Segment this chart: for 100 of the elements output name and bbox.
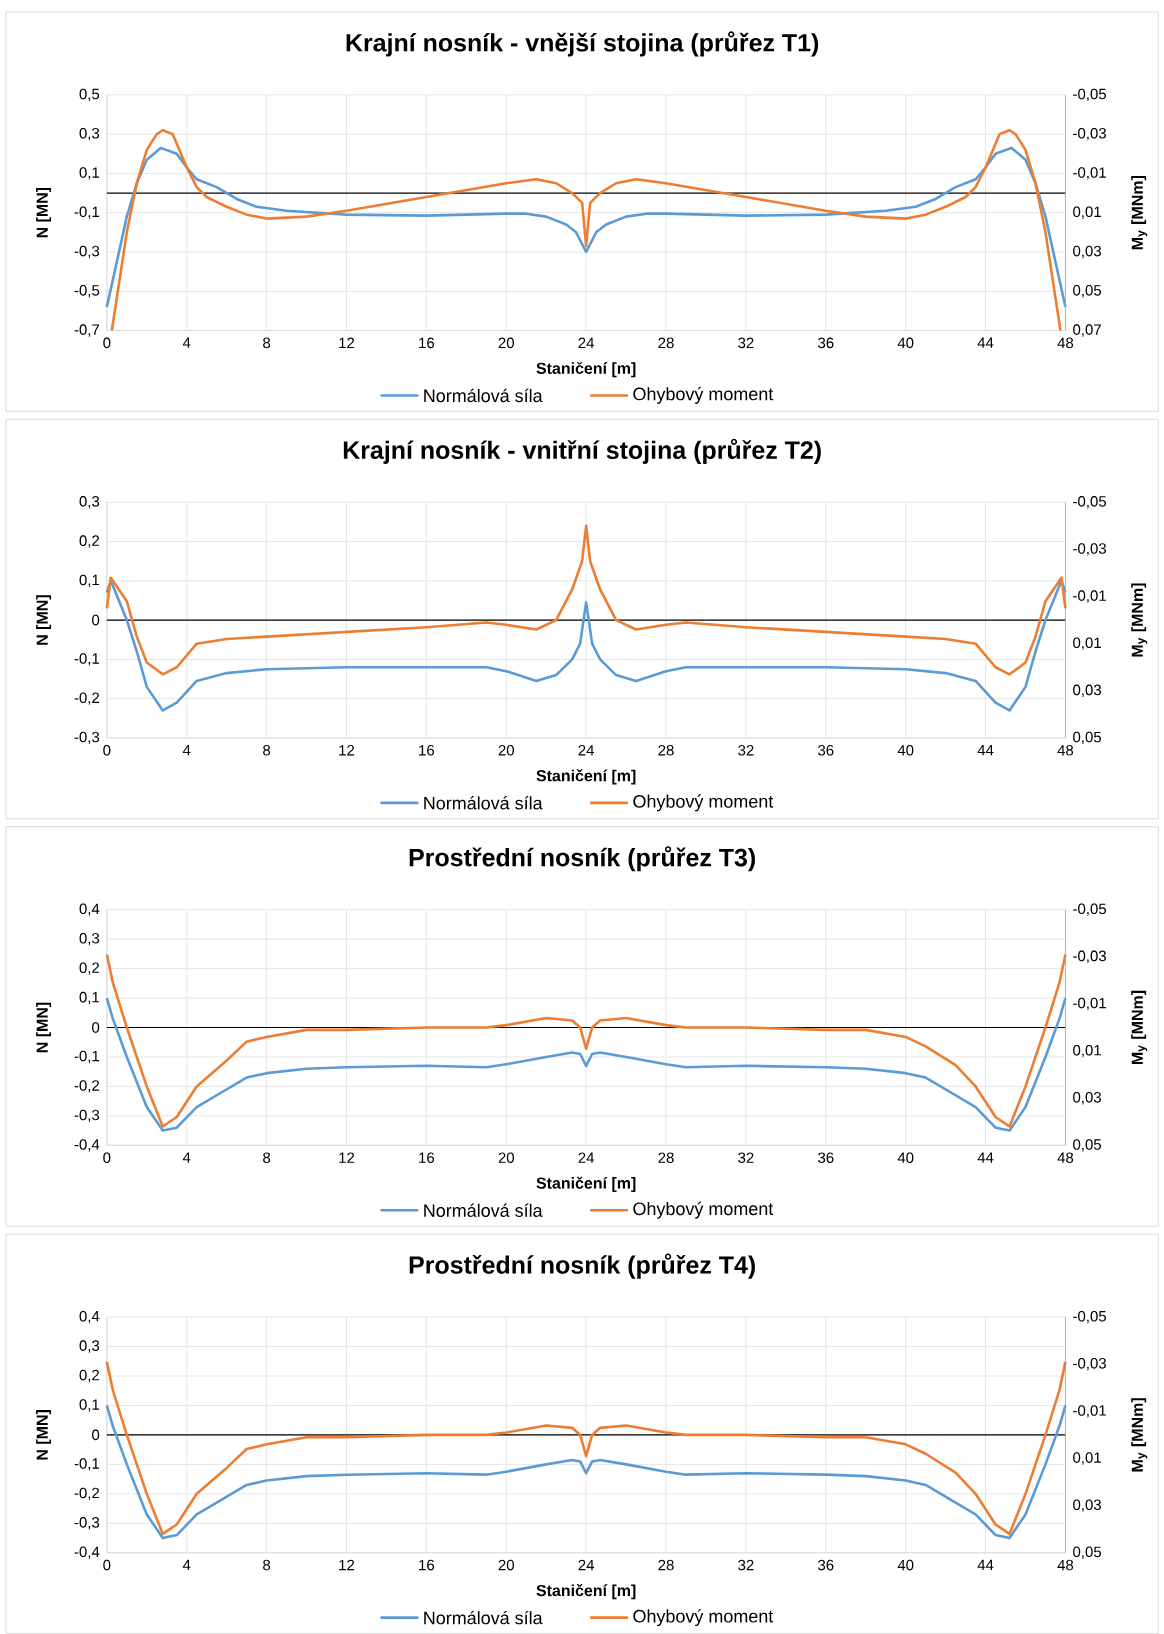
x-tick-label: 16 xyxy=(419,1559,434,1571)
x-tick-label: 0 xyxy=(103,744,111,756)
x-tick-label: 48 xyxy=(1057,1559,1073,1571)
y-tick-label: 0,1 xyxy=(79,574,99,587)
x-tick-label: 32 xyxy=(738,744,754,756)
x-tick-label: 32 xyxy=(738,1559,754,1571)
y2-tick-label: -0,03 xyxy=(1073,543,1106,556)
y2-tick-label: -0,05 xyxy=(1073,496,1106,509)
y2-tick-label: -0,01 xyxy=(1073,997,1106,1011)
y2-axis-title: M$_{y}$ [MNm] xyxy=(1131,990,1148,1064)
legend-label: Ohybový moment xyxy=(633,1609,774,1627)
y-tick-label: -0,4 xyxy=(74,1139,100,1152)
y-tick-label: 0,3 xyxy=(79,127,99,141)
y-tick-label: 0,1 xyxy=(79,1399,99,1412)
y-tick-label: -0,2 xyxy=(74,1080,99,1093)
x-tick-label: 16 xyxy=(419,337,434,349)
legend-label: Ohybový moment xyxy=(633,794,774,812)
x-tick-label: 4 xyxy=(182,1559,191,1571)
y2-tick-label: -0,01 xyxy=(1073,167,1106,180)
x-tick-label: 28 xyxy=(658,744,674,756)
y2-tick-label: -0,01 xyxy=(1073,1405,1106,1418)
x-axis-title: Staničení [m] xyxy=(536,769,636,785)
x-tick-label: 24 xyxy=(578,1152,594,1163)
x-tick-label: 12 xyxy=(339,744,354,756)
y-tick-label: -0,3 xyxy=(74,731,99,745)
legend-label: Normálová síla xyxy=(424,388,543,403)
y2-tick-label: 0,05 xyxy=(1072,1139,1101,1152)
y-tick-label: 0,3 xyxy=(79,1340,99,1353)
y-tick-label: -0,5 xyxy=(74,285,100,298)
y-axis-title: N [MN] xyxy=(35,595,51,645)
y-tick-label: 0,2 xyxy=(79,535,99,548)
x-tick-label: 40 xyxy=(897,744,914,756)
y-tick-label: -0,1 xyxy=(74,1458,99,1471)
y-tick-label: -0,2 xyxy=(74,1487,99,1500)
y-tick-label: 0,3 xyxy=(79,496,99,509)
y-tick-label: 0 xyxy=(91,1022,100,1033)
y2-tick-label: -0,03 xyxy=(1073,127,1106,141)
y-tick-label: 0 xyxy=(91,614,100,626)
x-tick-label: 16 xyxy=(419,744,434,756)
chart-title: Krajní nosník - vnitřní stojina (průřez T2) xyxy=(343,438,821,464)
x-tick-label: 0 xyxy=(103,1152,111,1163)
y2-tick-label: -0,03 xyxy=(1073,950,1106,963)
x-tick-label: 4 xyxy=(182,337,191,348)
y-axis-title: N [MN] xyxy=(35,1002,51,1053)
x-tick-label: 20 xyxy=(498,744,514,756)
x-tick-label: 40 xyxy=(897,337,914,349)
y2-tick-label: 0,03 xyxy=(1072,245,1101,259)
y-axis-title: N [MN] xyxy=(35,1410,51,1460)
y-tick-label: -0,3 xyxy=(74,1517,99,1530)
y2-tick-label: 0,05 xyxy=(1072,1546,1101,1559)
y-tick-label: -0,1 xyxy=(74,206,99,219)
x-tick-label: 36 xyxy=(817,744,834,756)
x-tick-label: 44 xyxy=(977,1152,994,1163)
x-tick-label: 12 xyxy=(339,337,354,349)
y-tick-label: -0,1 xyxy=(74,653,99,666)
x-tick-label: 44 xyxy=(977,1559,994,1571)
line-series xyxy=(105,1404,1067,1540)
y2-tick-label: 0,05 xyxy=(1072,285,1101,298)
x-tick-label: 4 xyxy=(182,744,191,756)
legend-label: Normálová síla xyxy=(424,796,543,810)
y-tick-label: -0,2 xyxy=(74,692,99,705)
x-tick-label: 4 xyxy=(182,1152,191,1163)
x-axis-title: Staničení [m] xyxy=(536,1584,636,1600)
legend-label: Normálová síla xyxy=(424,1203,543,1217)
chart-title: Krajní nosník - vnější stojina (průřez T1) xyxy=(346,31,818,57)
x-tick-label: 20 xyxy=(498,1559,514,1571)
line-series xyxy=(105,953,1067,1128)
y2-tick-label: 0,03 xyxy=(1072,1499,1101,1512)
y2-axis-title: M$_{y}$ [MNm] xyxy=(1131,1398,1148,1472)
x-tick-label: 32 xyxy=(738,337,754,349)
chart-title: Prostřední nosník (průřez T4) xyxy=(409,1253,755,1279)
y-tick-label: 0,4 xyxy=(79,1310,100,1324)
legend-label: Ohybový moment xyxy=(633,1201,774,1219)
y2-axis-title: M$_{y}$ [MNm] xyxy=(1131,583,1148,657)
y2-tick-label: 0,01 xyxy=(1072,637,1101,650)
y2-axis-title: M$_{y}$ [MNm] xyxy=(1131,176,1148,250)
x-tick-label: 16 xyxy=(419,1152,434,1163)
legend-label: Normálová síla xyxy=(424,1610,543,1625)
y2-tick-label: 0,01 xyxy=(1072,1452,1101,1465)
x-tick-label: 12 xyxy=(339,1152,354,1163)
x-tick-label: 36 xyxy=(817,337,834,349)
y-tick-label: -0,4 xyxy=(74,1546,100,1559)
y-tick-label: -0,3 xyxy=(74,1109,99,1123)
x-tick-label: 32 xyxy=(738,1152,754,1163)
y2-tick-label: 0,01 xyxy=(1072,1044,1101,1058)
line-series xyxy=(105,1360,1067,1536)
x-tick-label: 0 xyxy=(103,337,111,349)
x-tick-label: 24 xyxy=(578,1559,594,1571)
x-tick-label: 8 xyxy=(262,744,270,756)
x-tick-label: 36 xyxy=(817,1152,834,1163)
x-tick-label: 36 xyxy=(817,1559,834,1571)
x-tick-label: 24 xyxy=(578,744,594,756)
x-tick-label: 0 xyxy=(103,1559,111,1571)
line-series xyxy=(105,996,1067,1132)
y2-tick-label: 0,01 xyxy=(1072,206,1101,219)
y2-tick-label: 0,07 xyxy=(1072,324,1101,337)
y2-tick-label: -0,01 xyxy=(1073,590,1106,603)
x-tick-label: 28 xyxy=(658,1559,674,1571)
x-tick-label: 8 xyxy=(262,1152,270,1163)
x-tick-label: 8 xyxy=(262,337,270,349)
